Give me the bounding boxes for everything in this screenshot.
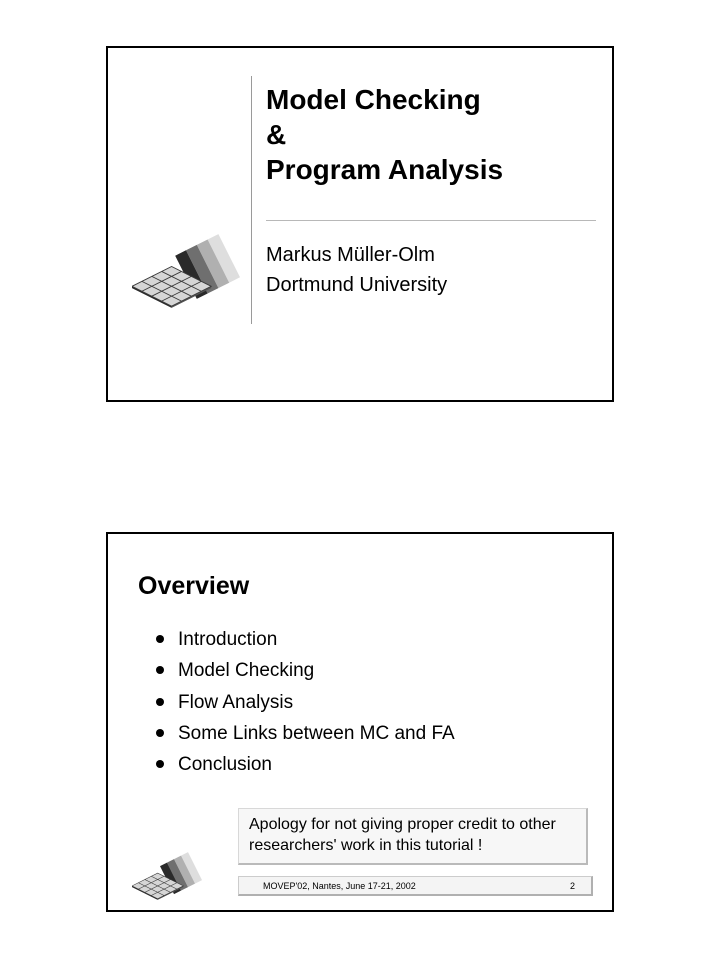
slide-title: Model Checking & Program Analysis Markus… [106,46,614,402]
slide-overview: Overview Introduction Model Checking Flo… [106,532,614,912]
title-line: & [266,117,503,152]
list-item: Conclusion [156,749,455,780]
footer-page-number: 2 [570,881,575,891]
title-line: Model Checking [266,82,503,117]
list-item: Introduction [156,624,455,655]
slide-footer: MOVEP'02, Nantes, June 17-21, 2002 2 [238,876,593,896]
title-line: Program Analysis [266,152,503,187]
checkmark-logo-icon [132,234,240,308]
list-item: Some Links between MC and FA [156,718,455,749]
vertical-divider [251,76,252,324]
footer-conference: MOVEP'02, Nantes, June 17-21, 2002 [263,881,416,891]
author-affiliation: Dortmund University [266,270,447,300]
author-name: Markus Müller-Olm [266,240,447,270]
slide-heading: Overview [138,572,249,601]
author-block: Markus Müller-Olm Dortmund University [266,240,447,300]
list-item: Flow Analysis [156,687,455,718]
apology-note: Apology for not giving proper credit to … [238,808,588,865]
horizontal-rule [266,220,596,221]
list-item: Model Checking [156,655,455,686]
checkmark-logo-icon [132,852,202,900]
overview-list: Introduction Model Checking Flow Analysi… [156,624,455,781]
presentation-title: Model Checking & Program Analysis [266,82,503,187]
